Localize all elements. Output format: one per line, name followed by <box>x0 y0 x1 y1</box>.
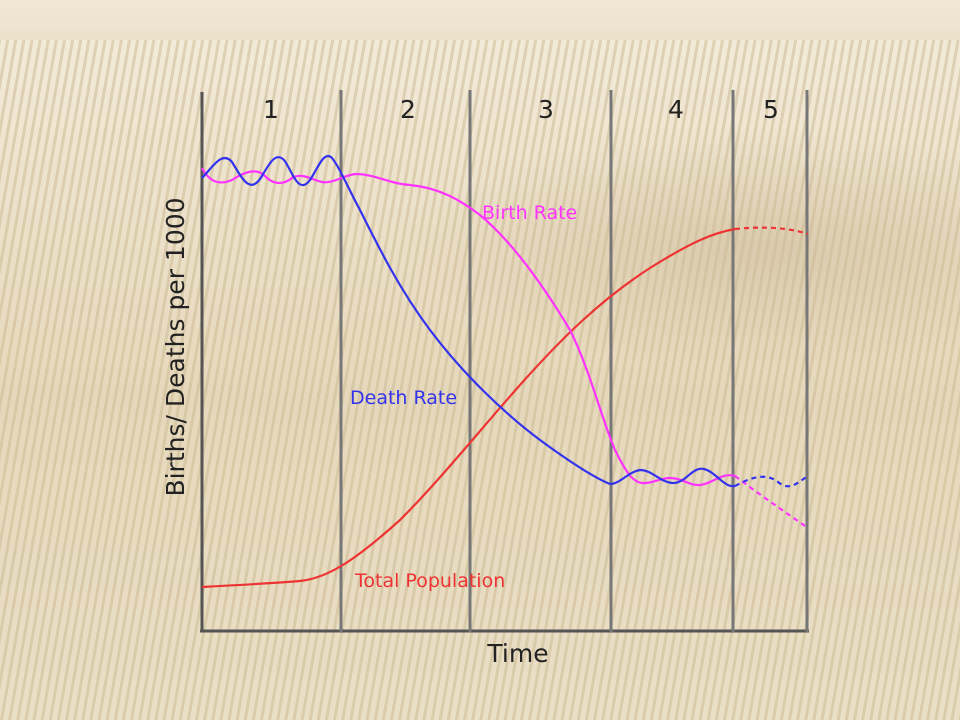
stage-label-1: 1 <box>263 95 279 124</box>
death-rate-curve <box>201 155 736 488</box>
stage-label-5: 5 <box>763 95 779 124</box>
stage-label-2: 2 <box>400 95 416 124</box>
x-axis-title: Time <box>486 639 548 668</box>
birth-rate-projection <box>734 475 809 529</box>
birth-rate-label: Birth Rate <box>482 202 577 224</box>
total-population-label: Total Population <box>354 570 505 592</box>
death-rate-label: Death Rate <box>350 387 457 409</box>
stage-label-4: 4 <box>668 95 684 124</box>
y-axis-title: Births/ Deaths per 1000 <box>161 197 190 496</box>
total-population-projection <box>734 226 809 236</box>
stage-label-3: 3 <box>538 95 554 124</box>
total-population-curve <box>201 227 736 589</box>
slide-top-band <box>0 0 960 40</box>
death-rate-projection <box>734 475 809 488</box>
